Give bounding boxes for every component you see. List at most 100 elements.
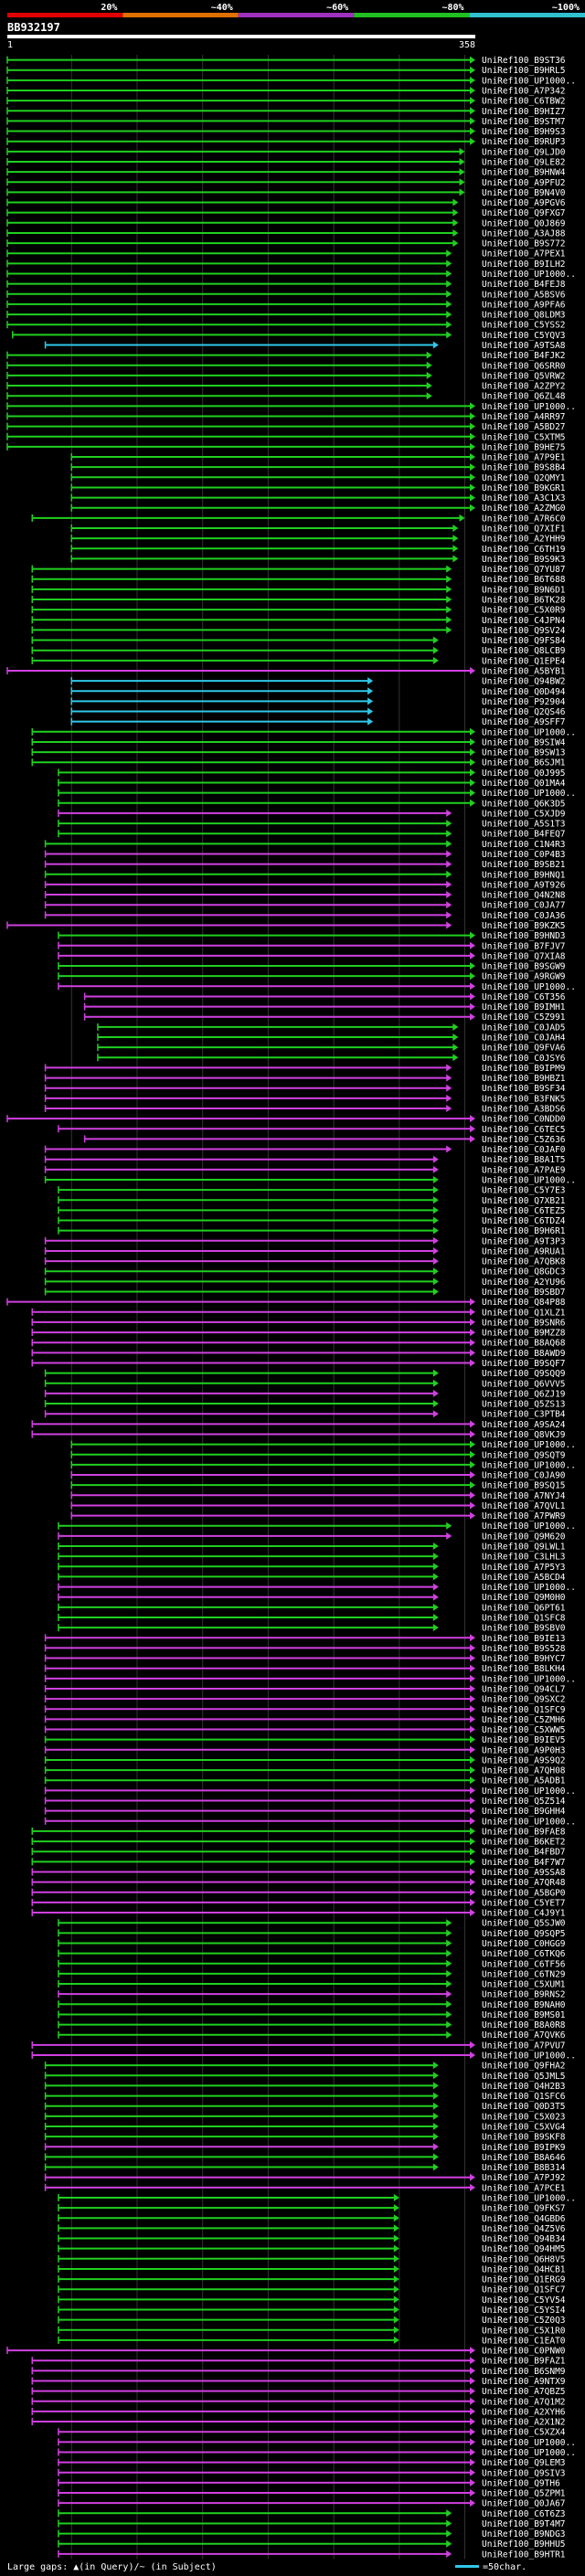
hit-label[interactable]: UniRef100_Q9SIV3 [482, 2468, 566, 2478]
hit-label[interactable]: UniRef100_UP1000.. [482, 1583, 576, 1593]
hit-label[interactable]: UniRef100_C3PTB4 [482, 1410, 566, 1420]
hit-label[interactable]: UniRef100_Q6PT61 [482, 1603, 566, 1613]
hit-row[interactable]: UniRef100_B9MZZ8 [31, 1329, 566, 1339]
hit-label[interactable]: UniRef100_Q9SXC2 [482, 1695, 566, 1705]
hit-label[interactable]: UniRef100_Q9LJD0 [482, 147, 566, 157]
hit-row[interactable]: UniRef100_Q94B34 [58, 2234, 566, 2244]
hit-label[interactable]: UniRef100_B9KZK5 [482, 921, 566, 931]
hit-label[interactable]: UniRef100_C5YET7 [482, 1898, 566, 1908]
hit-row[interactable]: UniRef100_A4RR97 [6, 412, 566, 422]
hit-row[interactable]: UniRef100_Q1SFC8 [58, 1613, 566, 1623]
hit-row[interactable]: UniRef100_Q9SIV3 [58, 2468, 566, 2478]
hit-row[interactable]: UniRef100_A9T926 [44, 880, 566, 890]
hit-label[interactable]: UniRef100_B9N4V0 [482, 188, 566, 198]
hit-label[interactable]: UniRef100_Q4GBD6 [482, 2214, 566, 2224]
hit-row[interactable]: UniRef100_B9T4M7 [58, 2519, 566, 2529]
hit-row[interactable]: UniRef100_C6T356 [83, 992, 566, 1002]
hit-row[interactable]: UniRef100_A7PWR9 [70, 1511, 566, 1521]
hit-label[interactable]: UniRef100_A9PGV6 [482, 198, 566, 208]
hit-row[interactable]: UniRef100_Q1ERG9 [58, 2275, 566, 2285]
hit-label[interactable]: UniRef100_B9HIZ7 [482, 107, 566, 117]
hit-row[interactable]: UniRef100_C6T6Z3 [58, 2509, 566, 2519]
hit-label[interactable]: UniRef100_UP1000.. [482, 1786, 576, 1797]
hit-label[interactable]: UniRef100_B9ST36 [482, 56, 566, 66]
hit-row[interactable]: UniRef100_B6TK28 [31, 595, 566, 605]
hit-label[interactable]: UniRef100_Q94B34 [482, 2234, 566, 2244]
hit-label[interactable]: UniRef100_C4JPN4 [482, 616, 566, 626]
hit-label[interactable]: UniRef100_A3C1X3 [482, 493, 566, 504]
hit-row[interactable]: UniRef100_B9H6R1 [58, 1226, 566, 1236]
hit-row[interactable]: UniRef100_B9ST36 [6, 56, 566, 66]
hit-label[interactable]: UniRef100_Q9FS84 [482, 636, 566, 646]
hit-label[interactable]: UniRef100_C5X1R0 [482, 2326, 566, 2336]
hit-label[interactable]: UniRef100_B9H6R1 [482, 1226, 566, 1236]
hit-label[interactable]: UniRef100_Q9FXG7 [482, 208, 566, 218]
hit-row[interactable]: UniRef100_UP1000.. [31, 727, 576, 737]
hit-label[interactable]: UniRef100_Q1EPE4 [482, 656, 566, 666]
hit-label[interactable]: UniRef100_Q4H2B3 [482, 2082, 566, 2092]
hit-label[interactable]: UniRef100_C5XZX4 [482, 2428, 566, 2438]
hit-label[interactable]: UniRef100_C0JA77 [482, 901, 566, 911]
hit-row[interactable]: UniRef100_UP1000.. [70, 1460, 576, 1470]
hit-row[interactable]: UniRef100_C5X1R0 [58, 2326, 566, 2336]
hit-label[interactable]: UniRef100_Q0J869 [482, 218, 566, 228]
hit-row[interactable]: UniRef100_Q94CL7 [44, 1684, 566, 1694]
hit-row[interactable]: UniRef100_B9HND3 [58, 931, 566, 941]
hit-row[interactable]: UniRef100_C0JAD5 [97, 1023, 566, 1033]
hit-label[interactable]: UniRef100_C3LHL3 [482, 1553, 566, 1563]
hit-row[interactable]: UniRef100_Q2QS46 [70, 707, 566, 717]
hit-label[interactable]: UniRef100_C6TKQ6 [482, 1949, 566, 1959]
hit-row[interactable]: UniRef100_Q9M0H0 [58, 1593, 566, 1603]
hit-label[interactable]: UniRef100_Q94CL7 [482, 1684, 566, 1694]
hit-row[interactable]: UniRef100_A5BSV6 [6, 290, 566, 300]
hit-row[interactable]: UniRef100_B9MS01 [58, 2010, 566, 2020]
hit-row[interactable]: UniRef100_C6TEZ5 [58, 1206, 566, 1216]
hit-label[interactable]: UniRef100_Q9SQP5 [482, 1929, 566, 1939]
hit-label[interactable]: UniRef100_A5BSV6 [482, 290, 566, 300]
hit-row[interactable]: UniRef100_C5X0R9 [31, 606, 566, 616]
hit-row[interactable]: UniRef100_B4FBD7 [31, 1848, 566, 1858]
hit-label[interactable]: UniRef100_A7P342 [482, 86, 566, 96]
hit-label[interactable]: UniRef100_Q94HM5 [482, 2244, 566, 2254]
hit-row[interactable]: UniRef100_Q94BW2 [70, 677, 566, 687]
hit-label[interactable]: UniRef100_C5YSI4 [482, 2306, 566, 2316]
hit-label[interactable]: UniRef100_B9HND3 [482, 931, 566, 941]
hit-label[interactable]: UniRef100_UP1000.. [482, 1521, 576, 1532]
hit-row[interactable]: UniRef100_UP1000.. [58, 2438, 576, 2448]
hit-row[interactable]: UniRef100_A7P342 [6, 86, 566, 96]
hit-row[interactable]: UniRef100_C5XTM5 [6, 432, 566, 442]
hit-label[interactable]: UniRef100_C1N4R3 [482, 840, 566, 850]
hit-label[interactable]: UniRef100_Q1SFC9 [482, 1705, 566, 1715]
hit-label[interactable]: UniRef100_A7P9E1 [482, 453, 566, 463]
hit-label[interactable]: UniRef100_Q6VVV5 [482, 1379, 566, 1389]
hit-label[interactable]: UniRef100_A9T3P3 [482, 1236, 566, 1246]
hit-row[interactable]: UniRef100_B9N4V0 [6, 188, 566, 198]
hit-label[interactable]: UniRef100_B9SKF8 [482, 2133, 566, 2143]
hit-label[interactable]: UniRef100_A7NYJ4 [482, 1491, 566, 1501]
hit-row[interactable]: UniRef100_B9FAE8 [31, 1827, 566, 1837]
hit-label[interactable]: UniRef100_UP1000.. [482, 982, 576, 992]
hit-row[interactable]: UniRef100_A7PAE9 [44, 1165, 566, 1175]
hit-label[interactable]: UniRef100_A7QBK8 [482, 1257, 566, 1267]
hit-label[interactable]: UniRef100_A7PEX1 [482, 249, 566, 260]
hit-label[interactable]: UniRef100_Q6SRR0 [482, 361, 566, 371]
hit-row[interactable]: UniRef100_B8A646 [44, 2153, 566, 2163]
hit-row[interactable]: UniRef100_Q9SQQ9 [44, 1369, 566, 1379]
hit-row[interactable]: UniRef100_Q0JA67 [58, 2499, 566, 2509]
hit-label[interactable]: UniRef100_A2X1N2 [482, 2418, 566, 2428]
hit-row[interactable]: UniRef100_A9SA24 [31, 1420, 566, 1430]
hit-label[interactable]: UniRef100_B9HNQ1 [482, 870, 566, 880]
hit-row[interactable]: UniRef100_Q9LWL1 [58, 1542, 566, 1553]
hit-row[interactable]: UniRef100_Q5ZPM1 [58, 2489, 566, 2499]
hit-label[interactable]: UniRef100_A7PJ92 [482, 2173, 566, 2183]
hit-row[interactable]: UniRef100_B9IPK9 [44, 2143, 566, 2153]
hit-row[interactable]: UniRef100_B9FAZ1 [31, 2357, 566, 2367]
hit-label[interactable]: UniRef100_C5Z636 [482, 1135, 566, 1145]
hit-label[interactable]: UniRef100_B9HYC7 [482, 1654, 566, 1664]
hit-row[interactable]: UniRef100_B9NAH0 [58, 2000, 566, 2010]
hit-label[interactable]: UniRef100_C0NDD0 [482, 1115, 566, 1125]
hit-row[interactable]: UniRef100_B3FNK5 [44, 1094, 566, 1104]
hit-label[interactable]: UniRef100_Q5ZPM1 [482, 2489, 566, 2499]
hit-row[interactable]: UniRef100_P92904 [70, 697, 566, 707]
hit-label[interactable]: UniRef100_B6SNM9 [482, 2367, 566, 2377]
